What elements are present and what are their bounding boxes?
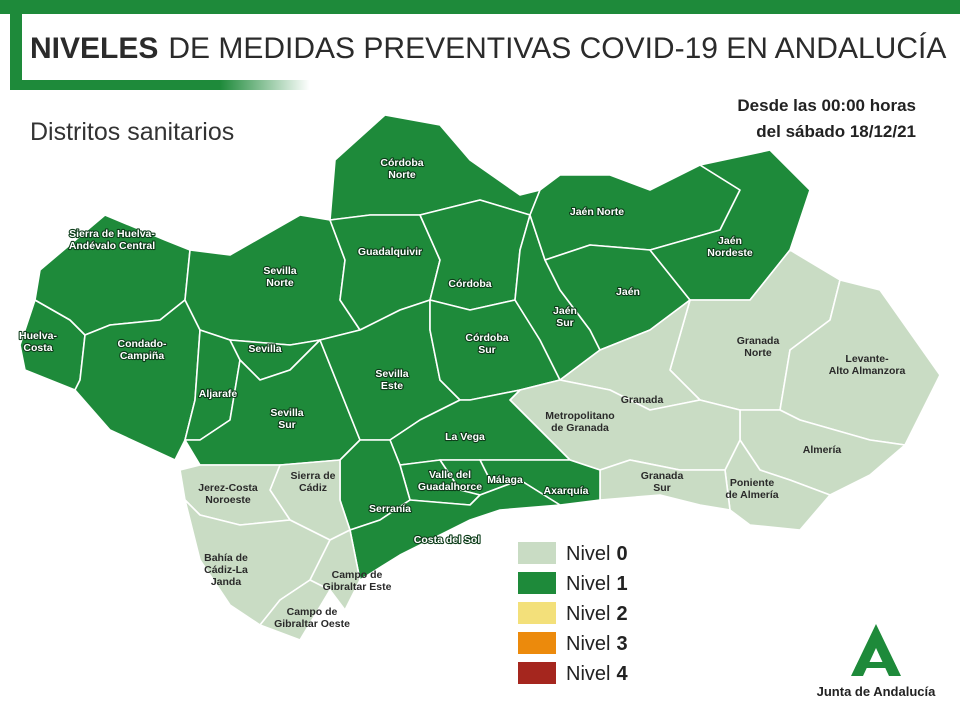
district-label: Málaga — [487, 474, 523, 486]
district-label: Sur — [278, 419, 296, 431]
legend-label: Nivel 3 — [566, 633, 628, 655]
top-bar — [0, 0, 960, 14]
district-label: Este — [381, 380, 403, 392]
logo-mark — [855, 662, 897, 668]
district-label: Costa — [23, 342, 52, 354]
district-label: Córdoba — [465, 332, 508, 344]
district-label: Janda — [211, 576, 242, 588]
district-label: Guadalhorce — [418, 481, 482, 493]
district-label: Alto Almanzora — [829, 365, 906, 377]
district-label: Bahía de — [204, 552, 248, 564]
district-label: Jaén — [616, 286, 640, 298]
district-label: Aljarafe — [199, 388, 238, 400]
district-label: Campo de — [287, 606, 338, 618]
district-label: Granada — [737, 335, 780, 347]
logo-text: Junta de Andalucía — [817, 684, 936, 699]
district-label: Levante- — [845, 353, 889, 365]
district-label: Norte — [744, 347, 772, 359]
district-label: Jaén — [553, 305, 577, 317]
date-line: Desde las 00:00 horas — [737, 96, 916, 115]
legend-level: 4 — [616, 663, 628, 685]
legend-text: Nivel — [566, 663, 610, 685]
district-label: Guadalquivir — [358, 246, 422, 258]
legend-label: Nivel 1 — [566, 573, 628, 595]
district-label: Sur — [653, 482, 671, 494]
legend-swatch — [518, 542, 556, 564]
district-label: Granada — [641, 470, 684, 482]
district-label: Gibraltar Este — [323, 581, 392, 593]
legend-text: Nivel — [566, 573, 610, 595]
district-label: Cádiz — [299, 482, 327, 494]
date-line: del sábado 18/12/21 — [756, 122, 916, 141]
district-label: Cádiz-La — [204, 564, 248, 576]
district-label: Córdoba — [448, 278, 491, 290]
legend-level: 3 — [616, 633, 627, 655]
district-label: Jaén — [718, 235, 742, 247]
district-label: Córdoba — [380, 157, 423, 169]
legend-text: Nivel — [566, 633, 610, 655]
district-label: Jerez-Costa — [198, 482, 258, 494]
legend-level: 2 — [616, 603, 627, 625]
district-label: Sur — [556, 317, 574, 329]
districts — [19, 114, 941, 641]
logo: Junta de Andalucía — [817, 624, 936, 699]
district-label: La Vega — [445, 431, 485, 443]
district-labels: Huelva-Costa Sierra de Huelva-Andévalo Ce… — [18, 156, 906, 630]
district-label: Norte — [266, 277, 294, 289]
district — [599, 459, 731, 511]
district-label: Sevilla — [248, 343, 281, 355]
district-label: Axarquía — [544, 485, 589, 497]
district-label: Jaén Norte — [570, 206, 624, 218]
district — [259, 579, 331, 641]
title-bold: NIVELES — [30, 32, 158, 65]
title: NIVELES DE MEDIDAS PREVENTIVAS COVID-19 E… — [30, 32, 946, 65]
legend-text: Nivel — [566, 603, 610, 625]
district-label: Valle del — [429, 469, 471, 481]
legend-swatch — [518, 572, 556, 594]
district-label: Campo de — [332, 569, 383, 581]
district-label: Nordeste — [707, 247, 753, 259]
district-label: Condado- — [118, 338, 167, 350]
legend-swatch — [518, 632, 556, 654]
district-label: Gibraltar Oeste — [274, 618, 350, 630]
legend-level: 0 — [616, 543, 627, 565]
district-label: de Almería — [725, 489, 778, 501]
district-label: Almería — [803, 444, 842, 456]
legend: Nivel 0 Nivel 1 Nivel 2 Nivel 3 Nivel 4 — [518, 542, 628, 685]
legend-text: Nivel — [566, 543, 610, 565]
legend-label: Nivel 2 — [566, 603, 628, 625]
district — [329, 114, 541, 221]
district-label: Huelva- — [19, 330, 57, 342]
district-label: Norte — [388, 169, 416, 181]
district-label: de Granada — [551, 422, 609, 434]
title-underline — [10, 80, 310, 90]
district-label: Sevilla — [270, 407, 303, 419]
legend-swatch — [518, 662, 556, 684]
logo-mark — [851, 624, 901, 676]
legend-label: Nivel 0 — [566, 543, 628, 565]
district-label: Poniente — [730, 477, 774, 489]
district-label: Campiña — [120, 350, 165, 362]
legend-label: Nivel 4 — [566, 663, 628, 685]
district-label: Andévalo Central — [69, 240, 155, 252]
district-label: Serranía — [369, 503, 411, 515]
district-label: Metropolitano — [545, 410, 614, 422]
title-accent — [10, 14, 22, 82]
district-label: Sur — [478, 344, 496, 356]
district-label: Sierra de Huelva- — [69, 228, 155, 240]
district-label: Costa del Sol — [414, 534, 481, 546]
legend-level: 1 — [616, 573, 627, 595]
district-label: Sevilla — [263, 265, 296, 277]
subtitle: Distritos sanitarios — [30, 118, 234, 146]
district-label: Sevilla — [375, 368, 408, 380]
district-label: Noroeste — [205, 494, 251, 506]
legend-swatch — [518, 602, 556, 624]
district-label: Granada — [621, 394, 664, 406]
district-label: Sierra de — [291, 470, 336, 482]
title-rest: DE MEDIDAS PREVENTIVAS COVID-19 EN ANDAL… — [168, 32, 946, 65]
